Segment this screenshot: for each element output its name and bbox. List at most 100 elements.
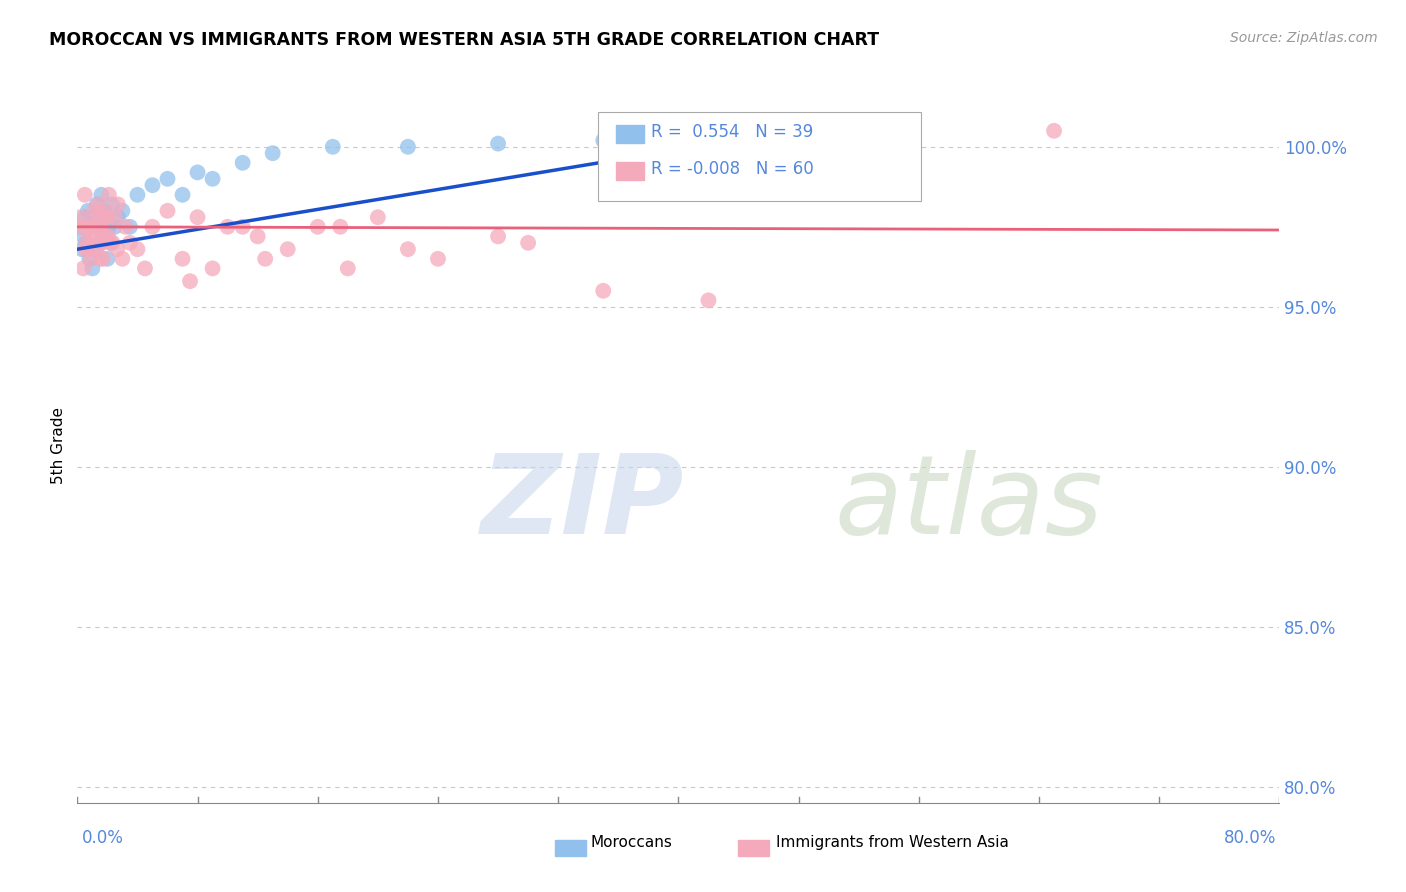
Point <box>96 210 118 224</box>
Point <box>179 274 201 288</box>
Point <box>141 219 163 234</box>
Point <box>72 219 94 234</box>
Text: ZIP: ZIP <box>481 450 683 557</box>
Point <box>134 261 156 276</box>
Point <box>84 242 107 256</box>
Point <box>186 210 209 224</box>
Point <box>84 210 107 224</box>
Point <box>127 187 149 202</box>
Point <box>87 197 110 211</box>
Point <box>592 284 614 298</box>
Point <box>90 235 112 250</box>
Point <box>91 229 114 244</box>
Point <box>396 140 419 154</box>
Point <box>93 203 115 218</box>
Point <box>80 219 103 234</box>
Text: Source: ZipAtlas.com: Source: ZipAtlas.com <box>1230 31 1378 45</box>
Point <box>427 252 450 266</box>
Point <box>232 219 254 234</box>
Point <box>72 261 94 276</box>
Point <box>104 210 127 224</box>
Point <box>89 235 111 250</box>
Point <box>86 242 108 256</box>
Text: Moroccans: Moroccans <box>591 836 672 850</box>
Point <box>75 242 97 256</box>
Point <box>742 130 765 145</box>
Text: MOROCCAN VS IMMIGRANTS FROM WESTERN ASIA 5TH GRADE CORRELATION CHART: MOROCCAN VS IMMIGRANTS FROM WESTERN ASIA… <box>49 31 879 49</box>
Point <box>69 219 91 234</box>
Point <box>82 229 104 244</box>
Point <box>107 197 129 211</box>
Point <box>73 187 96 202</box>
Point <box>141 178 163 193</box>
Point <box>186 165 209 179</box>
Point <box>79 219 101 234</box>
Point <box>75 235 97 250</box>
Point <box>77 219 100 234</box>
Point <box>82 229 104 244</box>
Point <box>697 293 720 308</box>
Point <box>84 219 107 234</box>
Text: atlas: atlas <box>835 450 1104 557</box>
Point <box>82 261 104 276</box>
Point <box>73 210 96 224</box>
Point <box>83 203 105 218</box>
Point <box>94 210 117 224</box>
Point <box>172 187 194 202</box>
Point <box>118 219 141 234</box>
Point <box>201 171 224 186</box>
Point <box>97 219 120 234</box>
Point <box>254 252 277 266</box>
Point <box>396 242 419 256</box>
Point <box>72 229 94 244</box>
Point <box>262 146 284 161</box>
Point <box>87 219 110 234</box>
Point <box>127 242 149 256</box>
Text: R = -0.008   N = 60: R = -0.008 N = 60 <box>651 161 814 178</box>
Point <box>307 219 329 234</box>
Point <box>101 235 124 250</box>
Y-axis label: 5th Grade: 5th Grade <box>51 408 66 484</box>
Point <box>111 203 134 218</box>
Text: 80.0%: 80.0% <box>1225 829 1277 847</box>
Point <box>486 136 509 151</box>
Point <box>76 242 98 256</box>
Point <box>201 261 224 276</box>
Point <box>118 235 141 250</box>
Point <box>94 210 117 224</box>
Point <box>517 235 540 250</box>
Point <box>101 197 124 211</box>
Point <box>100 235 122 250</box>
Point <box>111 252 134 266</box>
Point <box>1043 124 1066 138</box>
Point <box>97 229 120 244</box>
Point <box>90 252 112 266</box>
Point <box>114 219 136 234</box>
Point <box>96 252 118 266</box>
Point <box>69 210 91 224</box>
Point <box>217 219 239 234</box>
Point <box>232 156 254 170</box>
Point <box>104 219 127 234</box>
Point <box>172 252 194 266</box>
Point <box>89 219 111 234</box>
Point <box>246 229 269 244</box>
Text: 0.0%: 0.0% <box>82 829 124 847</box>
Text: R =  0.554   N = 39: R = 0.554 N = 39 <box>651 123 813 141</box>
Point <box>93 203 115 218</box>
Point <box>79 252 101 266</box>
Point <box>100 235 122 250</box>
Point <box>322 140 344 154</box>
Point <box>90 187 112 202</box>
Point <box>97 187 120 202</box>
Point <box>86 197 108 211</box>
Point <box>336 261 359 276</box>
Point <box>91 252 114 266</box>
Point <box>329 219 352 234</box>
Point <box>83 210 105 224</box>
Point <box>70 219 93 234</box>
Point <box>76 203 98 218</box>
Point <box>80 252 103 266</box>
Point <box>156 203 179 218</box>
Point <box>70 242 93 256</box>
